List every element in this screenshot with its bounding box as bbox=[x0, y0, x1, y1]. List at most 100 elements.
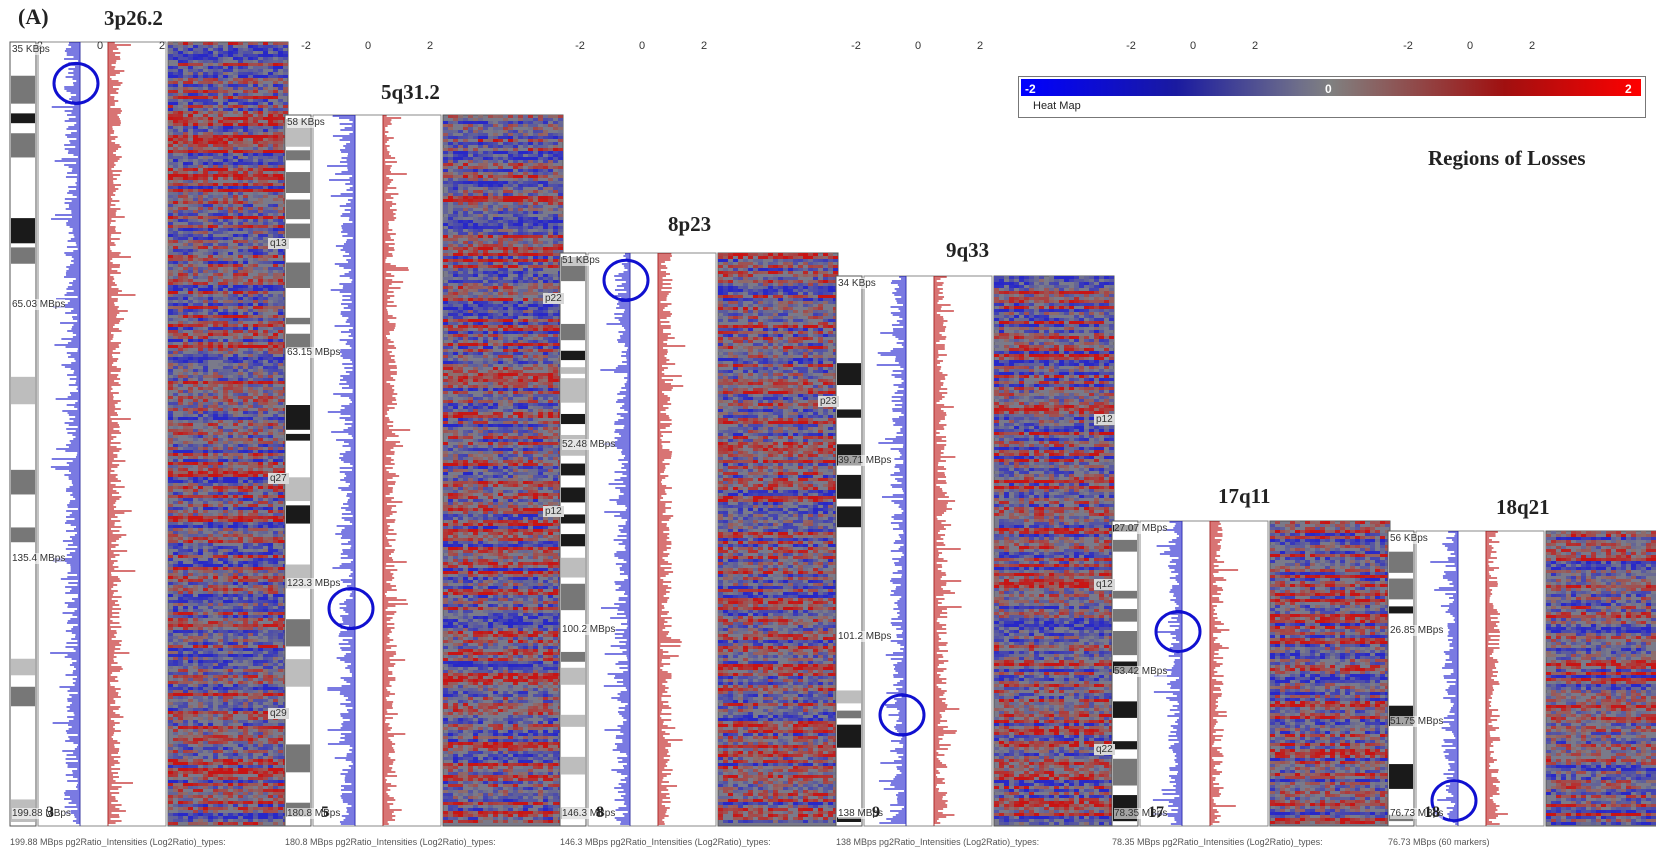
heatmap-cell bbox=[253, 399, 258, 402]
heatmap-cell bbox=[228, 441, 233, 444]
heatmap-cell bbox=[198, 453, 203, 456]
heatmap-cell bbox=[243, 240, 248, 243]
heatmap-cell bbox=[228, 450, 233, 453]
heatmap-cell bbox=[248, 498, 253, 501]
heatmap-cell bbox=[253, 345, 258, 348]
heatmap-cell bbox=[218, 261, 223, 264]
heatmap-cell bbox=[273, 345, 278, 348]
heatmap-cell bbox=[243, 120, 248, 123]
heatmap-cell bbox=[248, 444, 253, 447]
heatmap-cell bbox=[168, 252, 173, 255]
heatmap-cell bbox=[193, 384, 198, 387]
heatmap-cell bbox=[238, 102, 243, 105]
heatmap-cell bbox=[248, 438, 253, 441]
heatmap-cell bbox=[173, 447, 178, 450]
heatmap-cell bbox=[198, 459, 203, 462]
heatmap-cell bbox=[223, 396, 228, 399]
heatmap-cell bbox=[228, 183, 233, 186]
heatmap-cell bbox=[213, 456, 218, 459]
heatmap-cell bbox=[213, 90, 218, 93]
heatmap-cell bbox=[203, 447, 208, 450]
heatmap-cell bbox=[243, 312, 248, 315]
heatmap-cell bbox=[268, 270, 273, 273]
heatmap-cell bbox=[268, 111, 273, 114]
heatmap-cell bbox=[278, 327, 283, 330]
heatmap-cell bbox=[233, 312, 238, 315]
heatmap-cell bbox=[243, 366, 248, 369]
heatmap-cell bbox=[278, 270, 283, 273]
heatmap-cell bbox=[258, 405, 263, 408]
heatmap-cell bbox=[243, 297, 248, 300]
heatmap-cell bbox=[253, 411, 258, 414]
heatmap-cell bbox=[273, 276, 278, 279]
heatmap-cell bbox=[238, 474, 243, 477]
heatmap-cell bbox=[218, 204, 223, 207]
heatmap-cell bbox=[268, 420, 273, 423]
heatmap-cell bbox=[218, 429, 223, 432]
heatmap-cell bbox=[268, 93, 273, 96]
heatmap-cell bbox=[273, 132, 278, 135]
heatmap-cell bbox=[208, 444, 213, 447]
heatmap-cell bbox=[238, 183, 243, 186]
heatmap-cell bbox=[178, 297, 183, 300]
heatmap-cell bbox=[268, 210, 273, 213]
heatmap-cell bbox=[208, 492, 213, 495]
heatmap-cell bbox=[188, 126, 193, 129]
heatmap-cell bbox=[238, 477, 243, 480]
heatmap-cell bbox=[218, 60, 223, 63]
heatmap-cell bbox=[168, 66, 173, 69]
heatmap-cell bbox=[253, 135, 258, 138]
heatmap-cell bbox=[178, 474, 183, 477]
heatmap-cell bbox=[248, 420, 253, 423]
heatmap-cell bbox=[223, 195, 228, 198]
heatmap-cell bbox=[223, 297, 228, 300]
heatmap-cell bbox=[238, 330, 243, 333]
heatmap-cell bbox=[223, 348, 228, 351]
heatmap-cell bbox=[198, 69, 203, 72]
heatmap-cell bbox=[248, 108, 253, 111]
heatmap-cell bbox=[183, 126, 188, 129]
heatmap-cell bbox=[238, 318, 243, 321]
heatmap-cell bbox=[208, 174, 213, 177]
heatmap-cell bbox=[203, 495, 208, 498]
heatmap-cell bbox=[193, 405, 198, 408]
heatmap-cell bbox=[243, 204, 248, 207]
heatmap-cell bbox=[183, 345, 188, 348]
heatmap-cell bbox=[218, 87, 223, 90]
heatmap-cell bbox=[188, 408, 193, 411]
heatmap-cell bbox=[243, 60, 248, 63]
heatmap-cell bbox=[233, 168, 238, 171]
heatmap-cell bbox=[233, 441, 238, 444]
heatmap-cell bbox=[278, 141, 283, 144]
heatmap-cell bbox=[278, 321, 283, 324]
heatmap-cell bbox=[253, 162, 258, 165]
heatmap-cell bbox=[248, 168, 253, 171]
heatmap-cell bbox=[218, 54, 223, 57]
heatmap-cell bbox=[223, 219, 228, 222]
heatmap-cell bbox=[188, 267, 193, 270]
heatmap-cell bbox=[263, 267, 268, 270]
heatmap-cell bbox=[173, 408, 178, 411]
heatmap-cell bbox=[278, 144, 283, 147]
heatmap-cell bbox=[173, 141, 178, 144]
heatmap-cell bbox=[258, 279, 263, 282]
heatmap-cell bbox=[278, 63, 283, 66]
heatmap-cell bbox=[248, 477, 253, 480]
heatmap-cell bbox=[278, 228, 283, 231]
heatmap-cell bbox=[268, 456, 273, 459]
heatmap-cell bbox=[183, 417, 188, 420]
heatmap-cell bbox=[183, 303, 188, 306]
heatmap-cell bbox=[278, 123, 283, 126]
heatmap-cell bbox=[213, 312, 218, 315]
heatmap-cell bbox=[213, 162, 218, 165]
heatmap-cell bbox=[218, 81, 223, 84]
heatmap-cell bbox=[193, 237, 198, 240]
heatmap-cell bbox=[253, 297, 258, 300]
heatmap-cell bbox=[173, 189, 178, 192]
heatmap-cell bbox=[168, 48, 173, 51]
heatmap-cell bbox=[183, 369, 188, 372]
heatmap-cell bbox=[253, 276, 258, 279]
heatmap-cell bbox=[213, 174, 218, 177]
heatmap-cell bbox=[213, 225, 218, 228]
heatmap-cell bbox=[223, 108, 228, 111]
